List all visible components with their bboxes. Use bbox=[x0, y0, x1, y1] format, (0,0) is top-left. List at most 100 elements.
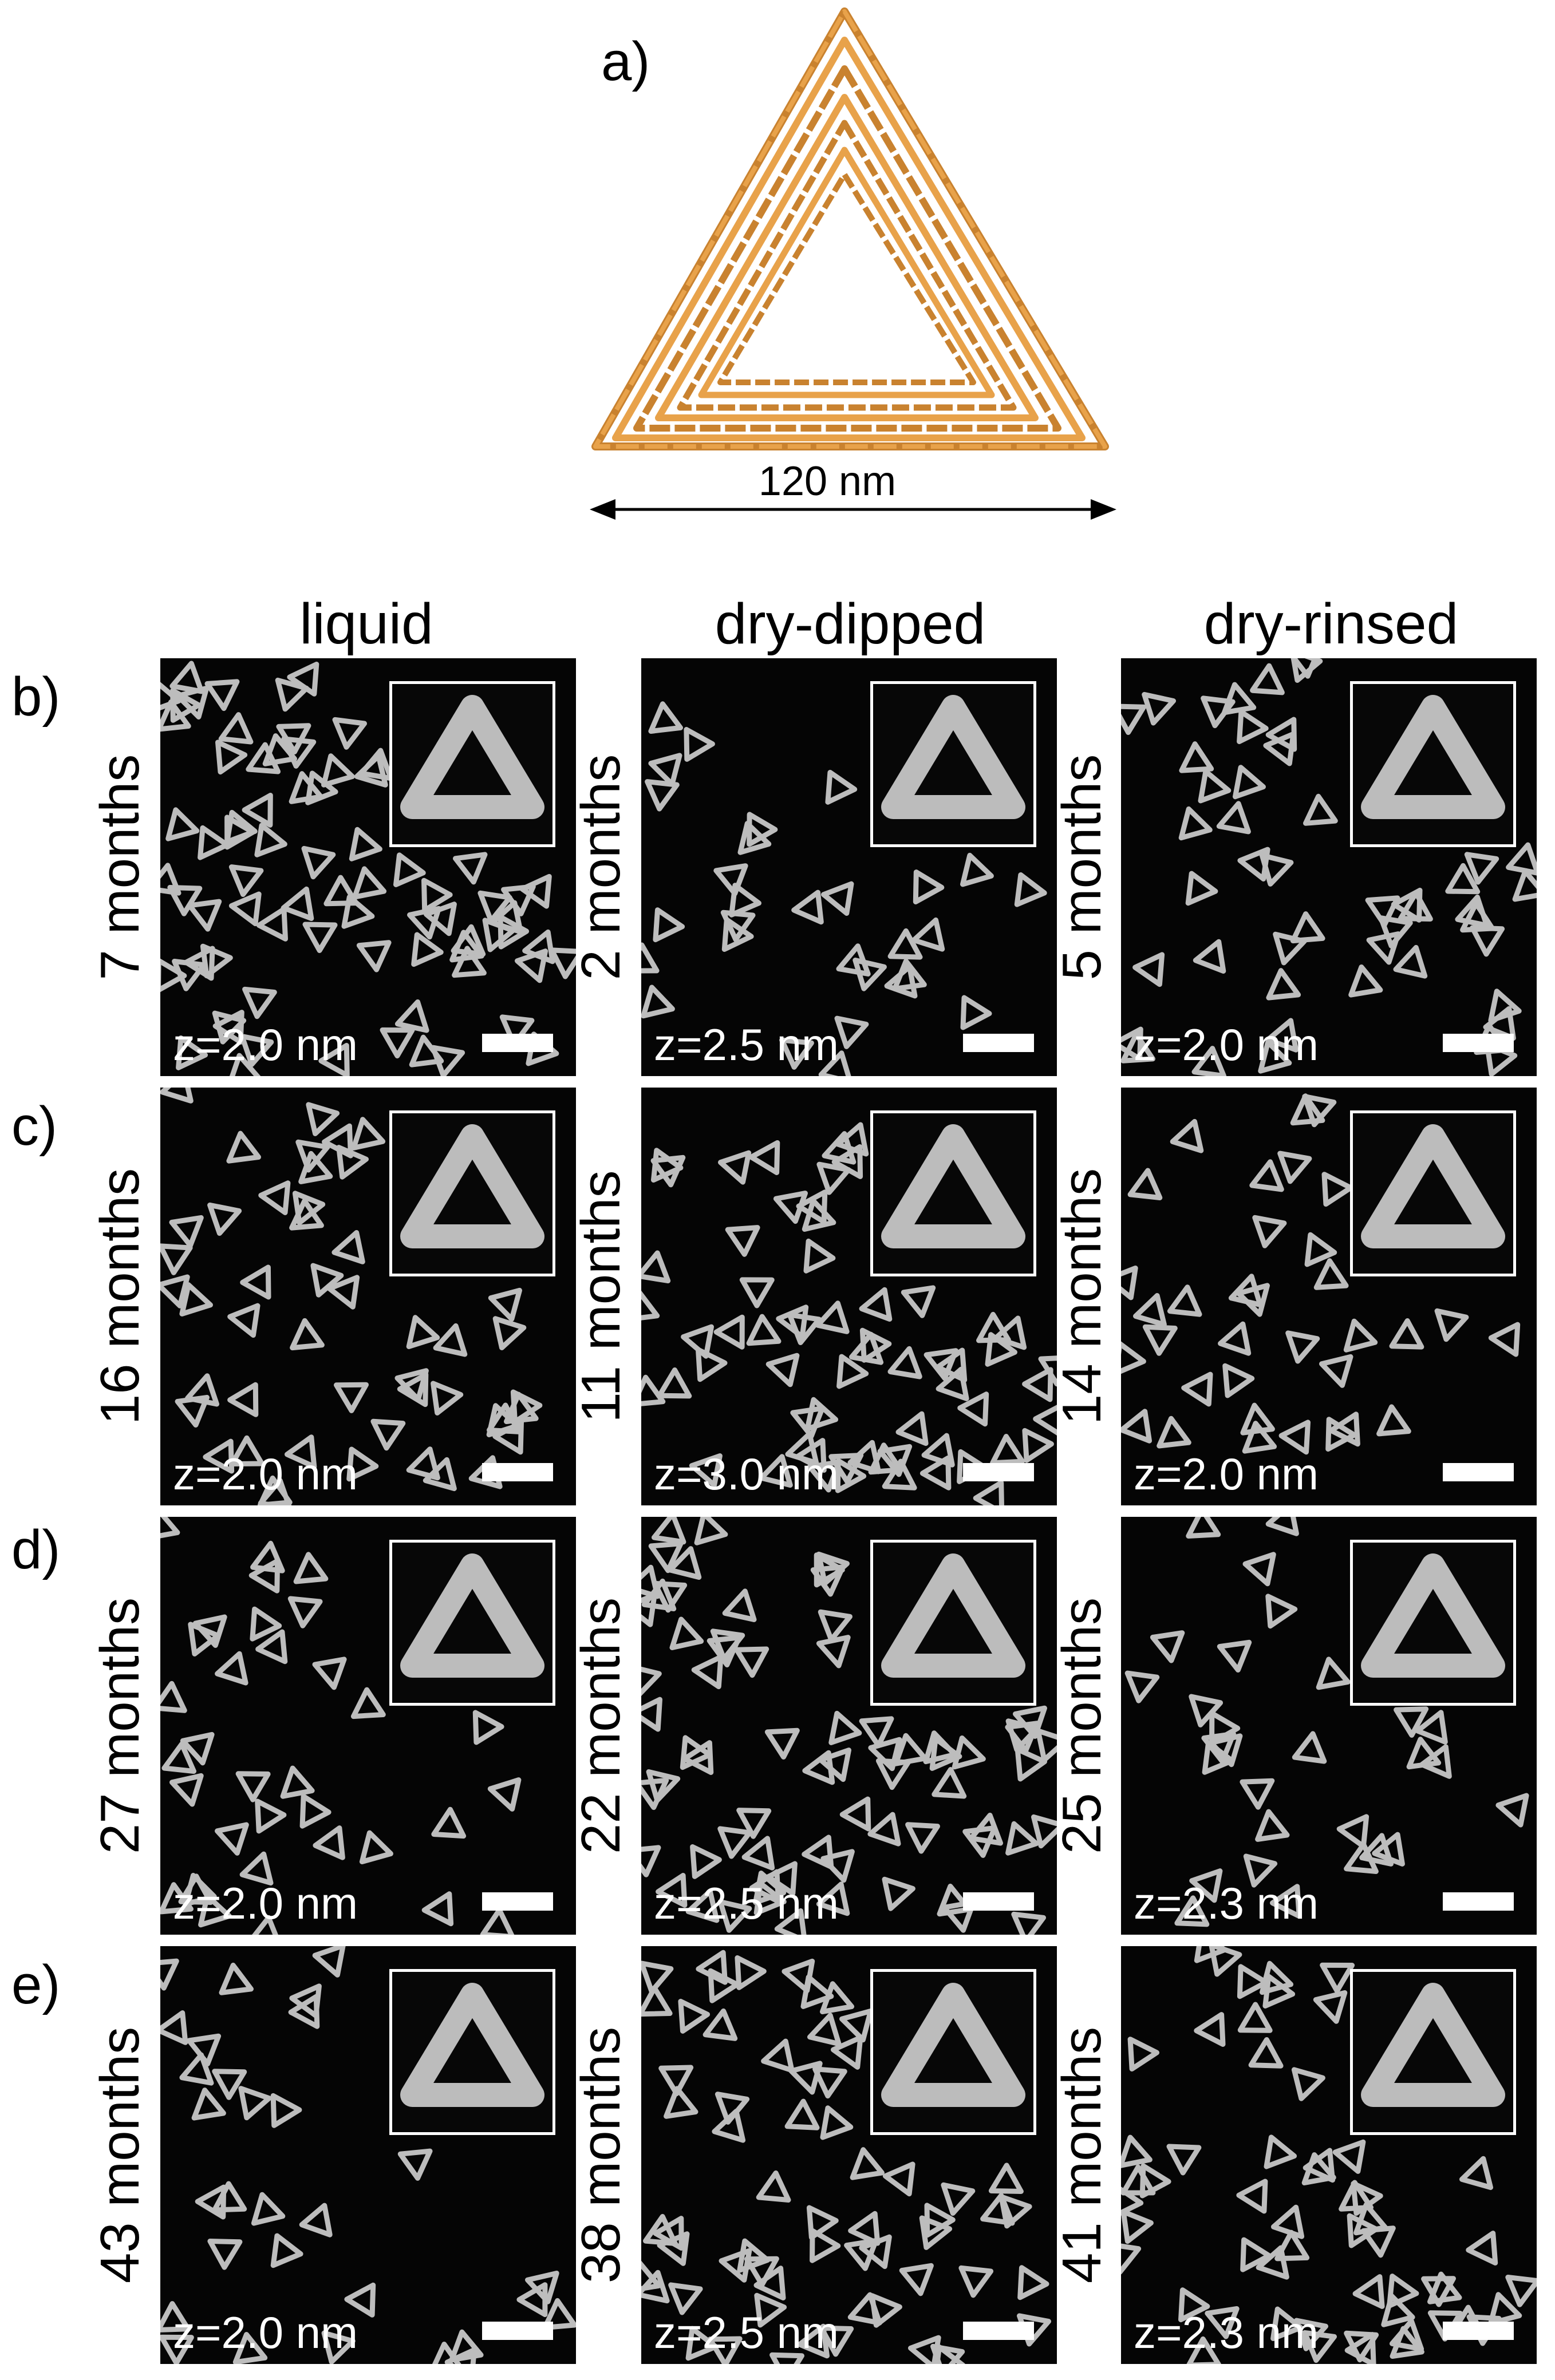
origami-particle bbox=[652, 1580, 688, 1613]
origami-particle bbox=[802, 1835, 834, 1870]
origami-particle bbox=[167, 885, 203, 916]
origami-particle bbox=[240, 1264, 271, 1300]
origami-particle bbox=[1217, 1639, 1252, 1673]
origami-particle bbox=[717, 1899, 752, 1933]
column-header-liquid: liquid bbox=[299, 592, 433, 656]
origami-particle bbox=[421, 1891, 454, 1927]
origami-particle bbox=[899, 2263, 934, 2296]
origami-particle bbox=[825, 770, 858, 805]
origami-particle bbox=[322, 1123, 353, 1159]
origami-particle bbox=[344, 2282, 376, 2318]
origami-particle bbox=[1460, 900, 1495, 933]
origami-particle bbox=[973, 1480, 1004, 1505]
origami-particle bbox=[287, 662, 319, 697]
origami-particle bbox=[754, 2292, 787, 2328]
z-scale-label: z=2.0 nm bbox=[1134, 1449, 1319, 1499]
storage-time-label: 43 months bbox=[89, 2026, 151, 2284]
origami-particle bbox=[160, 863, 181, 896]
origami-particle bbox=[1290, 1093, 1325, 1126]
storage-time-label: 2 months bbox=[570, 754, 632, 981]
origami-particle bbox=[784, 2098, 820, 2130]
scale-bar bbox=[482, 1463, 553, 1481]
origami-particle bbox=[1332, 2139, 1366, 2174]
origami-particle bbox=[248, 1558, 281, 1594]
zoom-inset bbox=[389, 1540, 555, 1706]
origami-particle bbox=[819, 2325, 854, 2357]
origami-particle bbox=[985, 1332, 1017, 1367]
origami-particle bbox=[952, 1735, 986, 1770]
origami-particle bbox=[1031, 1814, 1057, 1849]
origami-particle bbox=[882, 2161, 915, 2197]
z-scale-label: z=2.5 nm bbox=[654, 1878, 839, 1928]
zoom-inset bbox=[389, 681, 555, 847]
origami-particle bbox=[713, 1314, 745, 1350]
zoom-inset bbox=[1350, 1540, 1516, 1706]
origami-particle bbox=[430, 1045, 465, 1076]
zoom-inset bbox=[870, 1110, 1036, 1276]
origami-particle bbox=[853, 958, 887, 991]
origami-particle bbox=[818, 1609, 853, 1643]
origami-particle bbox=[179, 1282, 213, 1316]
origami-particle bbox=[828, 1710, 862, 1745]
origami-particle bbox=[1170, 1118, 1204, 1153]
origami-particle bbox=[1248, 2037, 1284, 2069]
afm-panel-e-3: z=2.3 nm bbox=[1121, 1946, 1537, 2364]
origami-particle bbox=[313, 1825, 345, 1860]
origami-particle bbox=[1320, 1962, 1355, 1994]
origami-particle bbox=[1185, 871, 1218, 906]
origami-particle bbox=[288, 1994, 320, 2029]
origami-particle bbox=[394, 1368, 429, 1402]
afm-texture bbox=[160, 661, 576, 1076]
origami-particle bbox=[302, 922, 338, 953]
row-label-e: e) bbox=[11, 1954, 61, 2015]
origami-particle bbox=[1313, 1258, 1349, 1290]
origami-particle bbox=[667, 1546, 702, 1580]
origami-particle bbox=[1205, 2306, 1240, 2339]
origami-particle bbox=[648, 701, 683, 734]
origami-particle bbox=[522, 929, 555, 964]
origami-particle bbox=[472, 1710, 504, 1745]
origami-particle bbox=[191, 2088, 226, 2121]
afm-texture bbox=[641, 1122, 1057, 1505]
origami-particle bbox=[1014, 872, 1047, 907]
origami-particle bbox=[785, 1431, 819, 1465]
origami-particle bbox=[346, 1446, 379, 1482]
afm-texture bbox=[1121, 1093, 1521, 1455]
origami-particle bbox=[958, 2265, 994, 2298]
origami-particle bbox=[431, 1381, 464, 1416]
origami-particle bbox=[1278, 1420, 1311, 1455]
origami-particle bbox=[1265, 1018, 1299, 1053]
origami-particle bbox=[905, 1822, 940, 1854]
origami-particle bbox=[370, 1418, 406, 1451]
origami-particle bbox=[1290, 911, 1325, 944]
origami-particle bbox=[270, 2093, 302, 2128]
origami-particle bbox=[356, 940, 392, 972]
origami-particle bbox=[669, 1616, 704, 1650]
origami-particle bbox=[1445, 863, 1481, 895]
origami-particle bbox=[641, 1374, 666, 1406]
scale-bar bbox=[963, 1034, 1034, 1052]
zoom-inset bbox=[389, 1110, 555, 1276]
origami-particle bbox=[1387, 2274, 1419, 2308]
origami-particle bbox=[911, 917, 945, 952]
origami-particle bbox=[187, 899, 222, 932]
zoom-inset bbox=[1350, 1110, 1516, 1276]
origami-particle bbox=[656, 1873, 688, 1908]
origami-particle bbox=[1005, 1718, 1040, 1753]
origami-particle bbox=[452, 946, 487, 978]
afm-panel-c-1: z=2.0 nm bbox=[160, 1088, 576, 1505]
origami-particle bbox=[690, 1844, 722, 1879]
origami-particle bbox=[921, 1433, 955, 1468]
origami-particle bbox=[1243, 1853, 1278, 1888]
origami-particle bbox=[185, 1373, 219, 1407]
origami-particle bbox=[735, 1955, 767, 1990]
origami-particle bbox=[198, 1893, 232, 1928]
origami-particle bbox=[1488, 2292, 1522, 2326]
origami-particle bbox=[1249, 1159, 1284, 1192]
origami-particle bbox=[1189, 1694, 1224, 1727]
origami-particle bbox=[406, 1315, 440, 1349]
origami-particle bbox=[998, 2194, 1032, 2229]
origami-particle bbox=[504, 1391, 539, 1424]
origami-particle bbox=[1321, 1172, 1353, 1207]
origami-particle bbox=[203, 1438, 235, 1474]
